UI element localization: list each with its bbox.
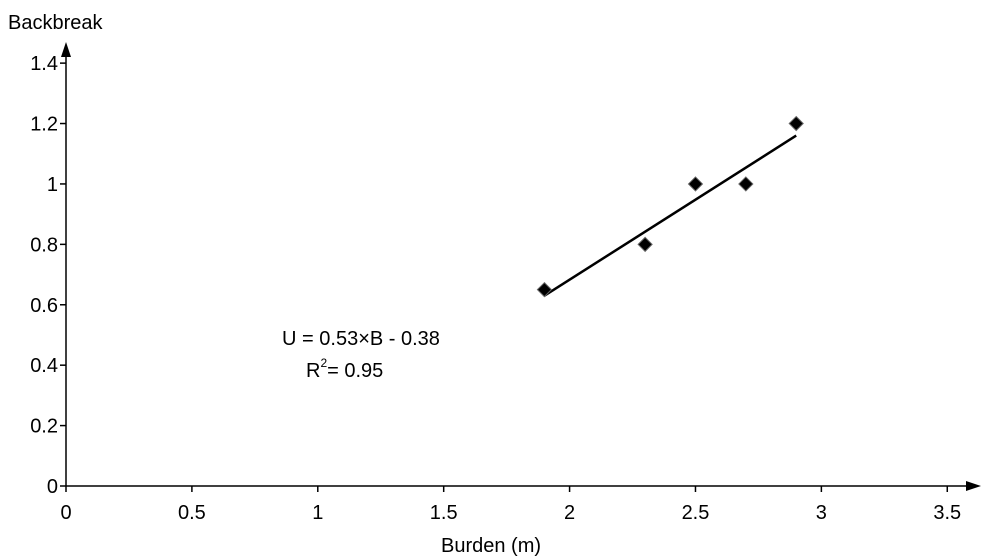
x-tick-label: 2 — [564, 502, 575, 524]
point — [687, 176, 704, 192]
point — [738, 176, 754, 192]
annotation: U = 0.53×B - 0.38 — [282, 328, 440, 350]
r2-r: R — [306, 360, 320, 382]
y-tick-label: 0.6 — [30, 295, 58, 317]
y-axis-label: Backbreak — [8, 12, 103, 34]
r2-sup: 2 — [320, 356, 327, 370]
x-tick-label: 2.5 — [682, 502, 710, 524]
point — [788, 115, 804, 132]
x-tick-label: 1 — [312, 502, 323, 524]
r2-annotation: R2= 0.95 — [306, 356, 383, 382]
x-tick-label: 0 — [60, 502, 71, 524]
y-tick-label: 0 — [47, 476, 58, 498]
point — [637, 236, 653, 253]
x-tick-label: 3.5 — [933, 502, 961, 524]
point — [536, 281, 553, 298]
x-tick-label: 1.5 — [430, 502, 458, 524]
y-tick-label: 0.2 — [30, 416, 58, 438]
y-tick-label: 1 — [47, 174, 58, 196]
y-tick-label: 0.8 — [30, 234, 58, 256]
x-tick-label: 3 — [816, 502, 827, 524]
x-axis-arrow — [966, 481, 981, 491]
y-axis-arrow — [61, 42, 71, 57]
r2-value: = 0.95 — [327, 360, 383, 382]
x-tick-label: 0.5 — [178, 502, 206, 524]
y-tick-label: 1.2 — [30, 114, 58, 136]
trendline — [543, 134, 797, 297]
y-tick-label: 1.4 — [30, 53, 58, 75]
x-axis-label: Burden (m) — [441, 535, 541, 557]
y-tick-label: 0.4 — [30, 355, 58, 377]
